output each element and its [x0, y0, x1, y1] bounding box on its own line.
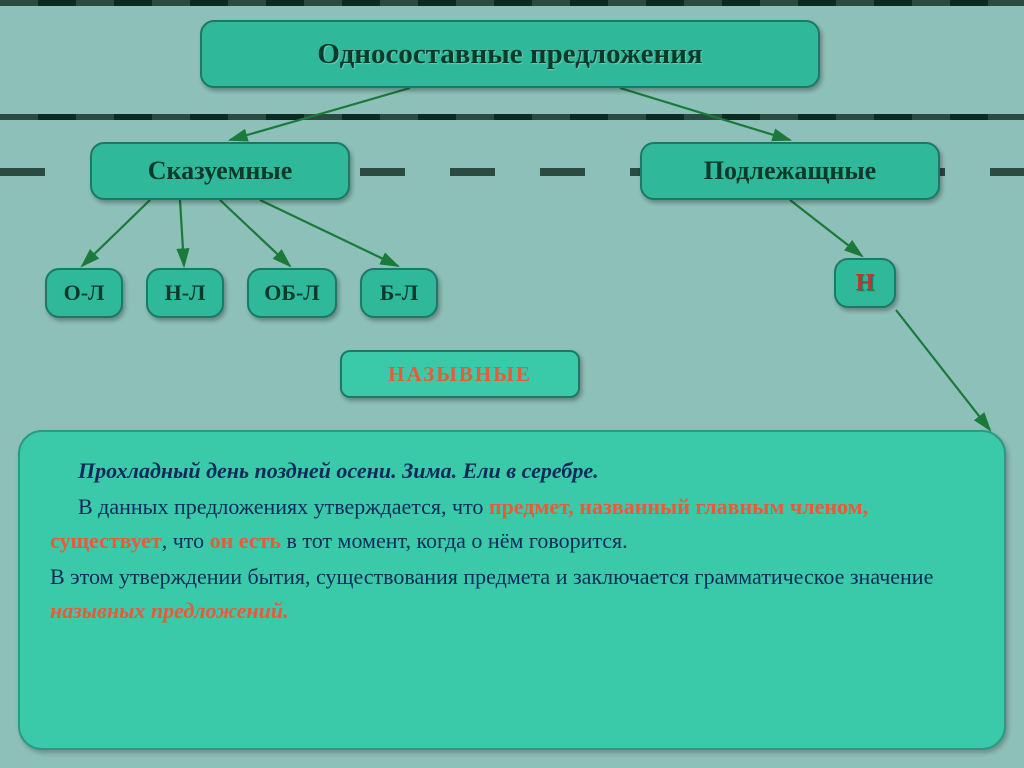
title-text: Односоставные предложения [317, 38, 702, 71]
branch-right-label: Подлежащные [704, 156, 876, 186]
leaf-ol: О-Л [45, 268, 123, 318]
leaf-nl: Н-Л [146, 268, 224, 318]
leaf-nl-label: Н-Л [165, 280, 206, 306]
leaf-n-label: Н [856, 270, 875, 297]
branch-left: Сказуемные [90, 142, 350, 200]
nazyvnye-label: НАЗЫВНЫЕ [388, 362, 532, 387]
leaf-obl: ОБ-Л [247, 268, 337, 318]
leaf-obl-label: ОБ-Л [264, 280, 319, 306]
text-panel: Прохладный день поздней осени. Зима. Ели… [18, 430, 1006, 750]
para-1: В данных предложениях утверждается, что … [50, 490, 974, 558]
branch-left-label: Сказуемные [148, 156, 293, 186]
title-box: Односоставные предложения [200, 20, 820, 88]
leaf-ol-label: О-Л [64, 280, 105, 306]
para-2: В этом утверждении бытия, существования … [50, 560, 974, 628]
branch-right: Подлежащные [640, 142, 940, 200]
italic-examples: Прохладный день поздней осени. Зима. Ели… [50, 454, 974, 488]
leaf-bl-label: Б-Л [380, 280, 418, 306]
nazyvnye-box: НАЗЫВНЫЕ [340, 350, 580, 398]
leaf-bl: Б-Л [360, 268, 438, 318]
leaf-n: Н [834, 258, 896, 308]
